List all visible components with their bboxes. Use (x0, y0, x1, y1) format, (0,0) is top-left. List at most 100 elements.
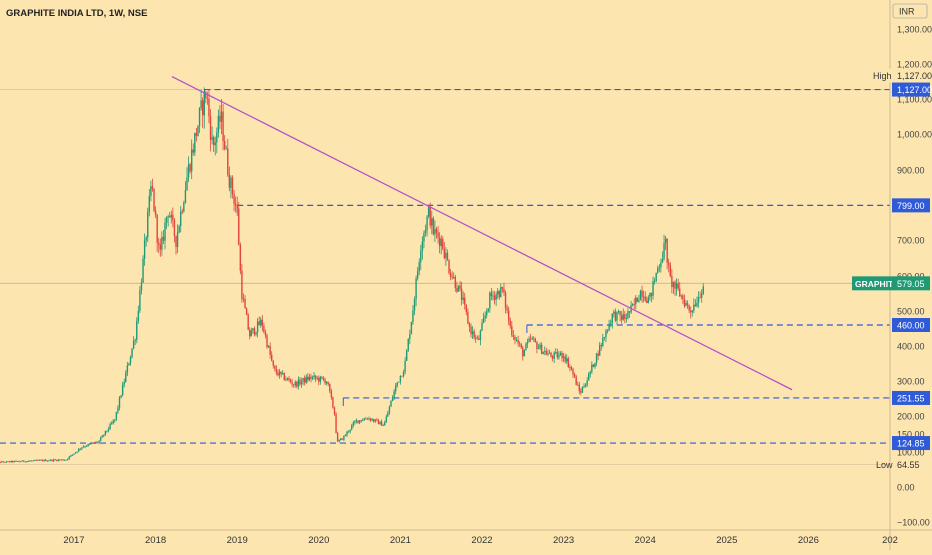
candle (172, 207, 174, 228)
candle (278, 368, 281, 379)
candle (507, 306, 510, 326)
candle (476, 335, 478, 340)
currency-badge[interactable]: INR (892, 3, 928, 19)
candle (137, 305, 140, 324)
candle (40, 459, 42, 461)
low-label: Low (876, 460, 893, 470)
x-tick-label: 2020 (308, 535, 329, 546)
candle (686, 300, 689, 309)
candle (500, 283, 502, 298)
candle (365, 416, 367, 420)
candle (647, 295, 650, 304)
candle (702, 283, 704, 295)
candle (110, 421, 113, 425)
candle (660, 258, 662, 273)
candle (415, 275, 417, 307)
candle (638, 294, 640, 303)
candle (85, 444, 88, 447)
candle (43, 459, 45, 462)
candle (622, 308, 624, 321)
candle (443, 242, 446, 260)
candle (148, 189, 151, 217)
candle (145, 235, 147, 247)
candle (528, 336, 530, 343)
svg-text:579.05: 579.05 (897, 279, 925, 289)
candle (48, 459, 50, 462)
candle (597, 350, 599, 361)
candle (498, 289, 500, 300)
candle (201, 97, 204, 128)
candle (616, 311, 618, 325)
candle (285, 376, 287, 382)
candle (382, 423, 384, 427)
candle (509, 317, 511, 329)
candle (407, 338, 409, 352)
svg-text:GRAPHITE: GRAPHITE (855, 279, 899, 289)
level-price-label: 799.00 (892, 198, 930, 213)
candle (371, 418, 373, 422)
candle (183, 200, 185, 213)
candle (34, 459, 36, 461)
candle (484, 311, 486, 322)
candle (60, 459, 63, 461)
candle (544, 346, 546, 356)
candle (633, 298, 635, 310)
candle (302, 377, 304, 386)
candle (63, 459, 66, 461)
candle (655, 272, 657, 283)
candle (341, 438, 344, 440)
candle (180, 205, 182, 233)
candle (300, 377, 303, 388)
candle (249, 327, 251, 340)
candle (467, 308, 469, 325)
candle (324, 377, 326, 385)
candle (390, 400, 392, 407)
candle (366, 417, 369, 420)
candle (156, 213, 158, 252)
candle (253, 326, 256, 337)
trendline[interactable] (171, 76, 793, 391)
candle (501, 286, 504, 293)
y-tick-label: 1,000.00 (897, 130, 932, 140)
candle (652, 276, 654, 300)
candle (27, 460, 30, 462)
candle (41, 459, 44, 462)
candle (449, 268, 452, 281)
candle (525, 342, 527, 351)
candle (380, 419, 383, 426)
x-tick-label: 2017 (63, 535, 84, 546)
candle (88, 442, 91, 446)
candle (349, 429, 351, 434)
candle (427, 205, 430, 219)
candle (451, 271, 453, 280)
candle (258, 316, 260, 326)
candle (68, 456, 70, 460)
candle (393, 388, 395, 401)
candle (121, 381, 124, 397)
candle (625, 313, 628, 323)
level-price-label: 1,127.00 (892, 82, 932, 97)
candle (518, 341, 521, 348)
candle (506, 304, 508, 314)
candle (286, 377, 289, 381)
candle (195, 128, 198, 142)
candle (379, 421, 381, 425)
candle (87, 443, 89, 447)
candle (486, 308, 488, 319)
candle (437, 225, 439, 244)
candle (539, 342, 541, 351)
candle (23, 460, 25, 463)
candle (595, 352, 598, 367)
candle (357, 420, 359, 424)
y-tick-label: 200.00 (897, 412, 925, 422)
candle (52, 458, 55, 462)
candle (277, 369, 279, 377)
candle (653, 277, 656, 285)
candle (398, 381, 400, 383)
candle (311, 375, 314, 381)
candle (114, 419, 116, 423)
candle (330, 388, 333, 400)
candle (663, 234, 665, 261)
